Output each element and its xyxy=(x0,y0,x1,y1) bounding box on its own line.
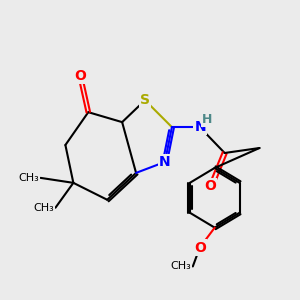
Text: N: N xyxy=(195,120,206,134)
Text: CH₃: CH₃ xyxy=(171,262,191,272)
Text: CH₃: CH₃ xyxy=(18,173,39,183)
Text: N: N xyxy=(159,155,171,169)
Text: S: S xyxy=(140,93,150,107)
Text: O: O xyxy=(74,69,86,83)
Text: CH₃: CH₃ xyxy=(33,203,54,213)
Text: O: O xyxy=(194,241,206,254)
Text: O: O xyxy=(204,179,216,193)
Text: H: H xyxy=(202,113,212,126)
